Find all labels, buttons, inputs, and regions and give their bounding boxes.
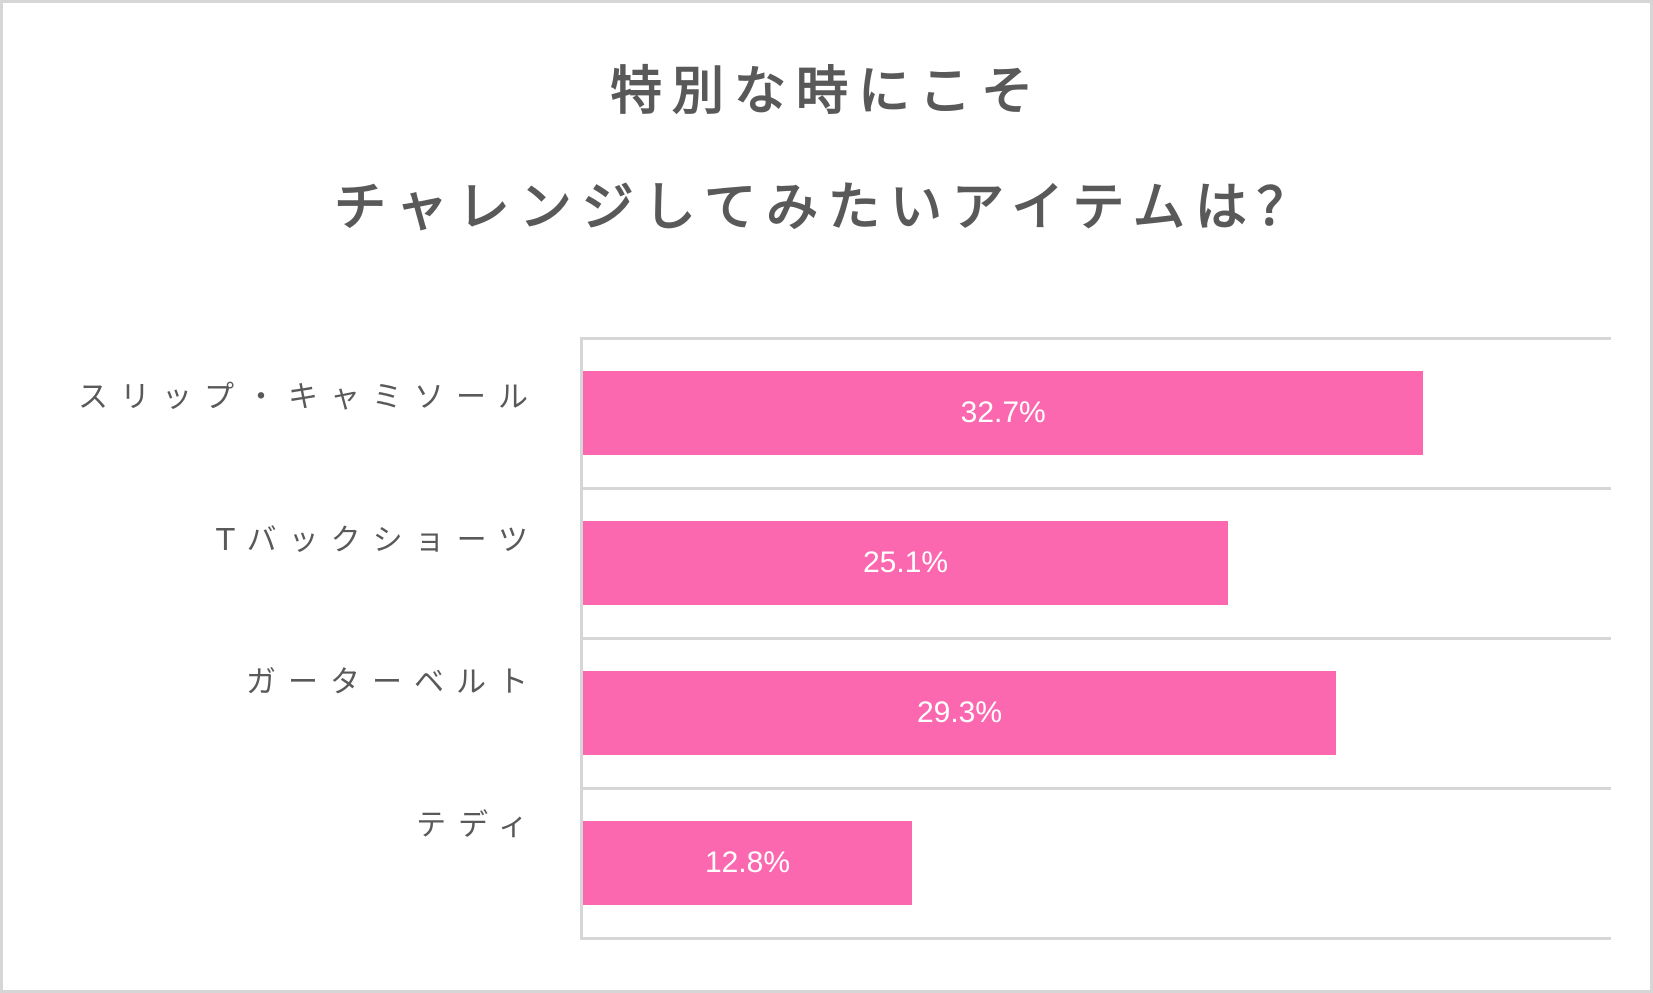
chart-title-line-1: 特別な時にこそ bbox=[610, 62, 1043, 122]
bar: 29.3% bbox=[583, 671, 1336, 755]
category-label: ガーターベルト bbox=[246, 665, 540, 700]
bar-value-label: 12.8% bbox=[704, 846, 791, 879]
category-label: スリップ・キャミソール bbox=[78, 380, 540, 415]
y-axis-line bbox=[580, 337, 583, 940]
bar-value-label: 32.7% bbox=[960, 396, 1046, 429]
plot-area: 32.7% 25.1% 29.3% 12.8% bbox=[580, 337, 1611, 940]
bar: 12.8% bbox=[583, 821, 912, 905]
gridline bbox=[580, 637, 1611, 640]
gridline bbox=[580, 937, 1611, 940]
gridline bbox=[580, 787, 1611, 790]
bar-value-label: 29.3% bbox=[916, 696, 1003, 729]
bar: 25.1% bbox=[583, 521, 1229, 605]
chart-title-line-2: チャレンジしてみたいアイテムは？ bbox=[334, 178, 1319, 238]
gridline bbox=[580, 487, 1611, 490]
gridline bbox=[580, 337, 1611, 340]
bar: 32.7% bbox=[583, 371, 1424, 455]
bar-value-label: 25.1% bbox=[862, 546, 949, 579]
category-label: テディ bbox=[416, 808, 540, 843]
category-label: Tバックショーツ bbox=[216, 523, 540, 558]
